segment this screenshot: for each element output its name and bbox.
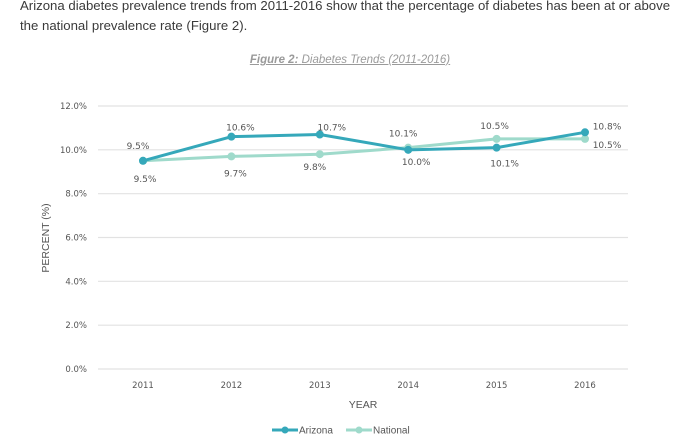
x-tick-label: 2012: [221, 381, 243, 391]
legend-item-national: National: [346, 426, 410, 437]
data-point-national: [227, 152, 236, 161]
legend-item-arizona: Arizona: [272, 426, 333, 437]
y-tick-label: 2.0%: [65, 321, 87, 331]
data-point-arizona: [315, 130, 324, 139]
series-group: [139, 128, 589, 165]
y-tick-label: 10.0%: [60, 146, 87, 156]
data-point-national: [492, 134, 501, 143]
y-tick-label: 8.0%: [65, 190, 87, 200]
y-tick-label: 6.0%: [65, 234, 87, 244]
series-line-arizona: [142, 130, 586, 163]
data-labels: 9.5% 10.6% 10.7% 10.0% 10.1% 10.8% 9.5% 9.7% 9.8…: [127, 122, 622, 185]
legend-marker: [355, 426, 363, 434]
data-point-arizona: [139, 156, 147, 165]
data-label-national: 10.5%: [593, 141, 622, 151]
gridlines: [98, 105, 628, 370]
y-tick-label: 0.0%: [65, 365, 87, 375]
data-label-arizona: 9.5%: [127, 142, 150, 152]
data-point-arizona: [581, 128, 589, 137]
data-point-arizona: [492, 143, 501, 152]
y-tick-label: 12.0%: [60, 102, 87, 112]
data-label-arizona: 10.6%: [226, 124, 255, 134]
x-tick-label: 2014: [397, 381, 419, 391]
data-label-arizona: 10.8%: [593, 122, 622, 132]
x-tick-label: 2016: [574, 381, 596, 391]
legend-marker: [281, 426, 289, 434]
figure-caption: Diabetes Trends (2011-2016): [301, 54, 451, 66]
data-label-national: 10.5%: [480, 122, 509, 132]
x-tick-label: 2015: [486, 381, 508, 391]
y-axis-ticks: 0.0% 2.0% 4.0% 6.0% 8.0% 10.0% 12.0%: [60, 102, 87, 375]
data-point-national: [315, 150, 324, 159]
legend-label: Arizona: [299, 426, 333, 437]
series-line-national: [142, 137, 585, 163]
y-axis-title: PERCENT (%): [40, 203, 52, 272]
data-label-arizona: 10.1%: [490, 160, 519, 170]
y-tick-label: 4.0%: [65, 277, 87, 287]
data-point-national: [581, 134, 589, 143]
data-label-national: 9.7%: [224, 169, 247, 179]
legend-label: National: [373, 426, 410, 437]
x-axis-title: YEAR: [349, 399, 378, 411]
x-tick-label: 2011: [132, 381, 154, 391]
x-tick-label: 2013: [309, 381, 331, 391]
data-label-arizona: 10.7%: [318, 123, 347, 133]
figure-number: Figure 2:: [249, 54, 299, 66]
data-point-arizona: [404, 145, 413, 154]
data-label-national: 10.1%: [389, 130, 418, 140]
legend: Arizona National: [272, 426, 410, 437]
figure-title: Figure 2: Diabetes Trends (2011-2016): [0, 54, 700, 66]
x-axis-ticks: 2011 2012 2013 2014 2015 2016: [132, 381, 596, 391]
data-label-national: 9.8%: [303, 163, 326, 173]
intro-paragraph: Arizona diabetes prevalence trends from …: [20, 0, 671, 33]
data-label-arizona: 10.0%: [402, 158, 431, 168]
data-point-arizona: [227, 132, 236, 141]
data-label-national: 9.5%: [134, 175, 157, 185]
